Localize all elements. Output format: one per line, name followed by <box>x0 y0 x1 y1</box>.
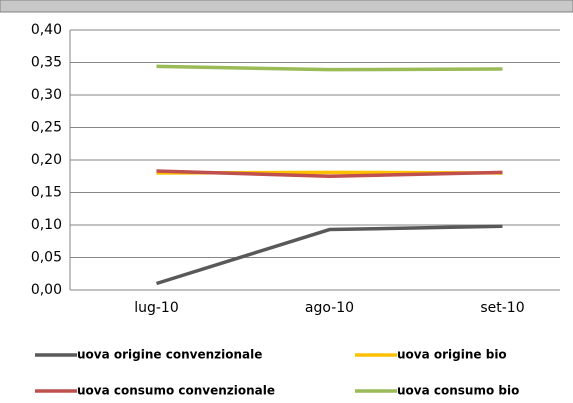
legend-label: uova consumo bio <box>397 384 519 398</box>
y-tick-label: 0,25 <box>31 120 62 136</box>
legend-label: uova consumo convenzionale <box>77 384 275 398</box>
legend-label: uova origine convenzionale <box>77 348 262 362</box>
x-tick-label: ago-10 <box>305 300 354 316</box>
y-tick-label: 0,00 <box>31 282 62 298</box>
y-tick-label: 0,10 <box>31 217 62 233</box>
header-strip <box>0 0 573 13</box>
y-tick-label: 0,40 <box>31 22 62 38</box>
line-series <box>156 64 503 72</box>
line-series <box>156 169 503 178</box>
y-tick-label: 0,05 <box>31 250 62 266</box>
legend-label: uova origine bio <box>397 348 507 362</box>
x-tick-label: lug-10 <box>134 300 179 316</box>
x-tick-label: set-10 <box>480 300 524 316</box>
line-series <box>155 224 503 286</box>
y-tick-label: 0,30 <box>31 87 62 103</box>
y-tick-label: 0,35 <box>31 55 62 71</box>
y-tick-label: 0,20 <box>31 152 62 168</box>
y-tick-label: 0,15 <box>31 185 62 201</box>
